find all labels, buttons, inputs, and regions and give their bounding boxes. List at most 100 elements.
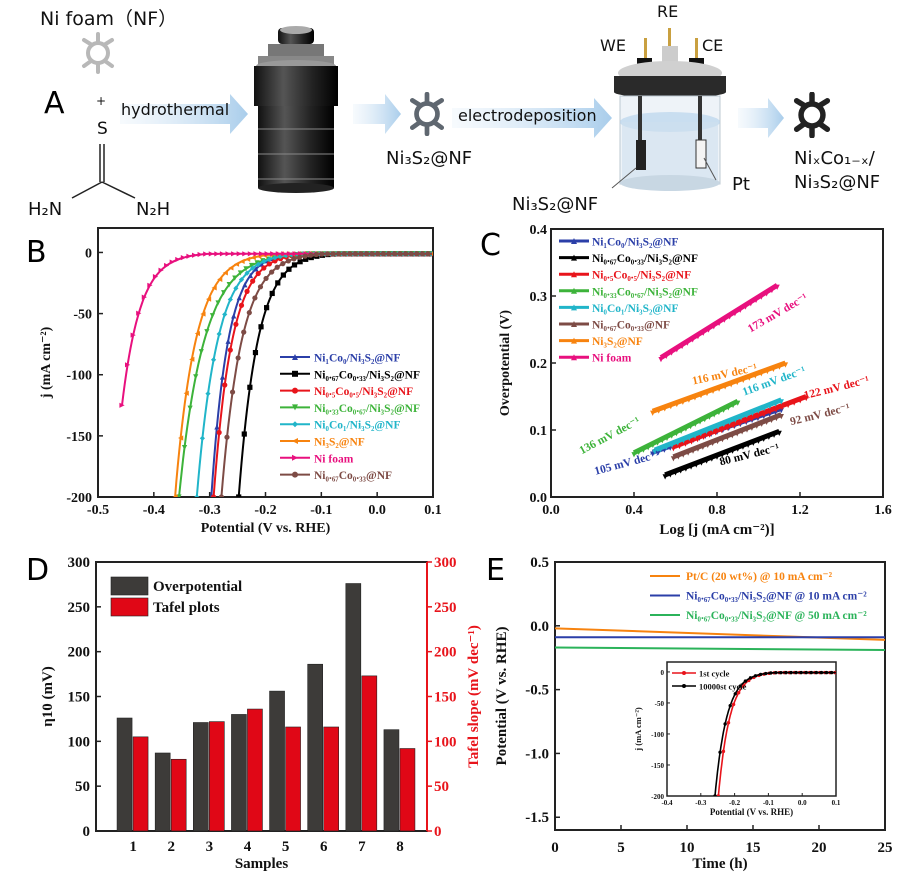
- data-point: [739, 429, 745, 435]
- legend-label-c: Ni₁Co₀/Ni₃S₂@NF: [592, 237, 678, 249]
- data-point: [755, 414, 761, 420]
- legend-label-b: Ni₀.₅Co₀.₅/Ni₃S₂@NF: [314, 386, 413, 398]
- data-point: [238, 302, 245, 308]
- data-point: [571, 254, 577, 261]
- data-point: [308, 252, 314, 258]
- inset-series-1: [713, 670, 836, 796]
- data-point: [740, 444, 746, 450]
- data-point: [292, 370, 298, 377]
- x-axis-label-b: Potential (V vs. RHE): [201, 521, 331, 536]
- x-tick-label-b: -0.4: [143, 503, 165, 518]
- data-point: [347, 251, 353, 257]
- inset-legend-label: 10000st cycle: [699, 682, 747, 692]
- data-point: [252, 295, 258, 301]
- data-point: [243, 266, 249, 272]
- data-point: [698, 431, 704, 437]
- legend-label-c: Ni₀.₆₇Co₀.₃₃@NF: [592, 320, 670, 332]
- legend-label-e: Ni₀.₆₇Co₀.₃₃/Ni₃S₂@NF @ 10 mA cm⁻²: [686, 591, 867, 603]
- data-point: [685, 450, 691, 456]
- y-tick-label-e: -1.5: [525, 810, 549, 826]
- data-point: [147, 282, 153, 288]
- data-point: [209, 313, 216, 319]
- data-point: [734, 379, 740, 386]
- x-tick-label-d: 8: [396, 839, 404, 855]
- data-point: [221, 290, 227, 296]
- data-point: [797, 398, 803, 404]
- data-point: [280, 272, 286, 278]
- data-point: [686, 435, 692, 441]
- re-label: RE: [657, 2, 679, 21]
- working-electrode-label: Ni₃S₂@NF: [512, 194, 599, 215]
- data-point: [716, 386, 722, 392]
- data-point: [255, 261, 261, 267]
- x-tick-label-c: 0.0: [542, 503, 560, 518]
- data-point: [667, 472, 673, 478]
- data-point: [710, 440, 716, 447]
- y-tick-label-d: 200: [68, 645, 91, 661]
- x-tick-label-c: 0.8: [708, 503, 726, 518]
- data-point: [222, 270, 228, 276]
- x-tick-label-b: 0.0: [368, 503, 386, 518]
- data-point: [250, 254, 256, 261]
- series-c-5: [670, 412, 784, 462]
- y2-tick-label-d: 250: [434, 600, 457, 616]
- data-point: [675, 440, 681, 446]
- data-point: [779, 670, 783, 675]
- data-point: [172, 494, 178, 497]
- data-point: [229, 389, 236, 395]
- data-point: [702, 417, 708, 423]
- data-point: [809, 670, 814, 675]
- bar-tafel: [132, 736, 149, 832]
- data-point: [706, 414, 713, 420]
- data-point: [683, 466, 689, 472]
- data-point: [674, 401, 680, 408]
- data-point: [571, 304, 577, 311]
- y-tick-label-e: 0.0: [530, 619, 549, 635]
- data-point: [723, 722, 727, 726]
- data-point: [738, 415, 744, 421]
- data-point: [698, 393, 704, 399]
- data-point: [245, 256, 251, 262]
- data-point: [774, 284, 780, 290]
- data-point: [692, 433, 698, 439]
- y-tick-label-d: 300: [68, 555, 91, 571]
- slope-annotation-c: 80 mV dec⁻¹: [718, 442, 780, 468]
- data-point: [746, 375, 752, 381]
- data-point: [707, 432, 713, 438]
- series-c-7: [658, 283, 780, 363]
- data-point: [291, 262, 298, 268]
- data-point: [658, 357, 664, 363]
- data-point: [194, 494, 200, 497]
- data-point: [650, 410, 656, 416]
- data-point: [686, 397, 692, 403]
- y-tick-label-e: 0.5: [530, 555, 549, 571]
- data-point: [695, 334, 701, 340]
- data-point: [231, 251, 237, 257]
- data-point: [736, 691, 741, 695]
- thiourea-right-amine: N₂H: [136, 199, 171, 220]
- data-point: [804, 670, 808, 675]
- data-point: [136, 310, 142, 316]
- legend-label-b: Ni₀.₆₇Co₀.₃₃@NF: [314, 470, 392, 482]
- data-point: [403, 251, 409, 257]
- data-point: [286, 251, 293, 257]
- data-point: [769, 671, 773, 675]
- data-point: [199, 435, 206, 441]
- data-point: [244, 288, 250, 294]
- data-point: [675, 454, 681, 460]
- data-point: [731, 702, 736, 707]
- data-point: [758, 672, 763, 677]
- data-point: [197, 251, 203, 258]
- data-point: [247, 251, 254, 257]
- data-point: [292, 404, 298, 411]
- data-point: [124, 362, 131, 368]
- legend-label-d: Tafel plots: [153, 600, 220, 616]
- panel-letter-c: C: [480, 228, 501, 263]
- data-point: [217, 276, 223, 282]
- data-point: [748, 301, 754, 307]
- data-point: [277, 253, 284, 260]
- data-point: [375, 251, 381, 257]
- data-point: [794, 670, 798, 675]
- data-point: [252, 349, 259, 356]
- data-point: [222, 311, 228, 318]
